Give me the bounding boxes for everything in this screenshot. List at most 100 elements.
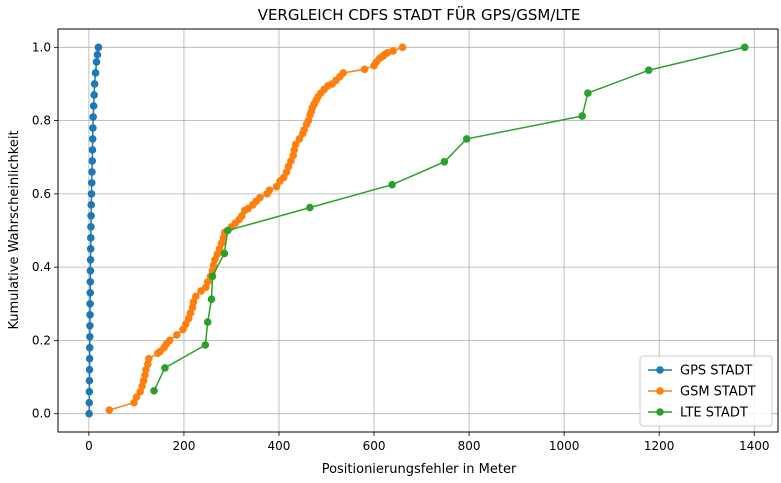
y-tick-label: 0.8	[32, 114, 51, 128]
data-point	[86, 321, 94, 330]
chart-title: VERGLEICH CDFS STADT FÜR GPS/GSM/LTE	[258, 5, 581, 24]
y-tick-label: 0.6	[32, 187, 51, 201]
data-point	[740, 43, 749, 52]
data-point	[105, 406, 114, 414]
legend-entry: LTE STADT	[648, 406, 748, 421]
data-point	[89, 124, 97, 132]
data-point	[88, 146, 97, 154]
legend-label: GPS STADT	[680, 364, 752, 379]
data-point	[306, 203, 314, 212]
x-tick-label: 200	[172, 439, 195, 453]
x-tick-label: 0	[85, 439, 93, 453]
data-point	[223, 226, 232, 235]
data-point	[91, 69, 100, 77]
x-tick-label: 1400	[739, 439, 770, 453]
data-point	[86, 310, 94, 319]
data-point	[86, 245, 95, 253]
data-point	[85, 387, 94, 396]
data-point	[265, 186, 274, 194]
data-point	[398, 43, 407, 52]
data-point	[192, 292, 200, 301]
plot-frame	[57, 28, 779, 433]
data-point	[291, 140, 300, 149]
data-point	[360, 65, 369, 74]
data-point	[87, 201, 96, 209]
x-tick-label: 400	[268, 439, 291, 453]
data-point	[90, 80, 99, 88]
data-point	[87, 190, 96, 198]
series-line	[153, 46, 745, 392]
y-tick-label: 0.0	[32, 407, 51, 421]
x-tick-label: 600	[363, 439, 386, 453]
data-point	[144, 354, 153, 363]
x-tick-label: 1200	[644, 439, 675, 453]
legend-entry: GSM STADT	[648, 385, 756, 400]
data-point	[94, 43, 103, 52]
data-point	[86, 267, 95, 275]
series-line	[109, 46, 403, 411]
grid	[58, 29, 778, 432]
legend-marker	[656, 366, 664, 374]
data-point	[93, 50, 102, 59]
data-point	[89, 113, 97, 121]
data-point	[389, 47, 397, 55]
data-point	[584, 89, 592, 97]
legend-marker	[656, 408, 664, 416]
legend-label: LTE STADT	[680, 406, 748, 421]
data-point	[90, 91, 98, 99]
data-point	[86, 256, 95, 264]
data-point	[295, 135, 304, 143]
data-point	[85, 409, 93, 418]
series-0	[85, 43, 103, 418]
data-point	[85, 365, 94, 374]
y-tick-label: 0.2	[32, 333, 51, 347]
data-point	[89, 102, 98, 110]
ticks: 0 200 400 600 800 1000 1200 1400 0.0 0.2 0.4 0.6 0.8…	[32, 40, 770, 453]
x-axis-label: Positionierungsfehler in Meter	[322, 462, 517, 477]
data-point	[440, 158, 449, 166]
data-point	[85, 376, 94, 385]
data-point	[86, 332, 94, 341]
legend-marker	[656, 387, 664, 395]
data-point	[85, 343, 94, 352]
data-point	[383, 49, 392, 57]
data-point	[88, 168, 96, 176]
legend-label: GSM STADT	[680, 385, 756, 400]
data-point	[644, 66, 653, 75]
data-point	[208, 272, 217, 281]
data-point	[220, 249, 229, 258]
data-point	[86, 234, 95, 242]
data-point	[165, 336, 174, 345]
data-point	[85, 354, 94, 363]
series-2	[150, 43, 749, 395]
x-tick-label: 800	[458, 439, 481, 453]
data-point	[272, 182, 281, 191]
x-tick-label: 1000	[549, 439, 580, 453]
data-point	[87, 179, 96, 187]
data-point	[201, 341, 210, 349]
data-point	[150, 386, 158, 395]
data-point	[207, 295, 216, 303]
y-axis-label: Kumulative Wahrscheinlichkeit	[7, 130, 22, 329]
legend-box	[639, 355, 773, 427]
data-point	[88, 135, 97, 143]
y-tick-label: 1.0	[32, 40, 51, 54]
data-point	[339, 69, 347, 77]
data-point	[86, 299, 94, 308]
series-layer	[85, 43, 749, 418]
data-point	[203, 318, 212, 326]
data-point	[87, 223, 95, 231]
data-point	[85, 398, 94, 407]
data-point	[256, 193, 264, 202]
data-point	[462, 135, 471, 143]
legend-entry: GPS STADT	[648, 364, 752, 379]
data-point	[92, 58, 101, 66]
data-point	[388, 180, 396, 189]
data-point	[173, 331, 181, 339]
data-point	[161, 364, 169, 372]
data-point	[86, 277, 95, 286]
data-point	[132, 393, 141, 401]
series-1	[105, 43, 407, 414]
data-point	[578, 112, 586, 120]
